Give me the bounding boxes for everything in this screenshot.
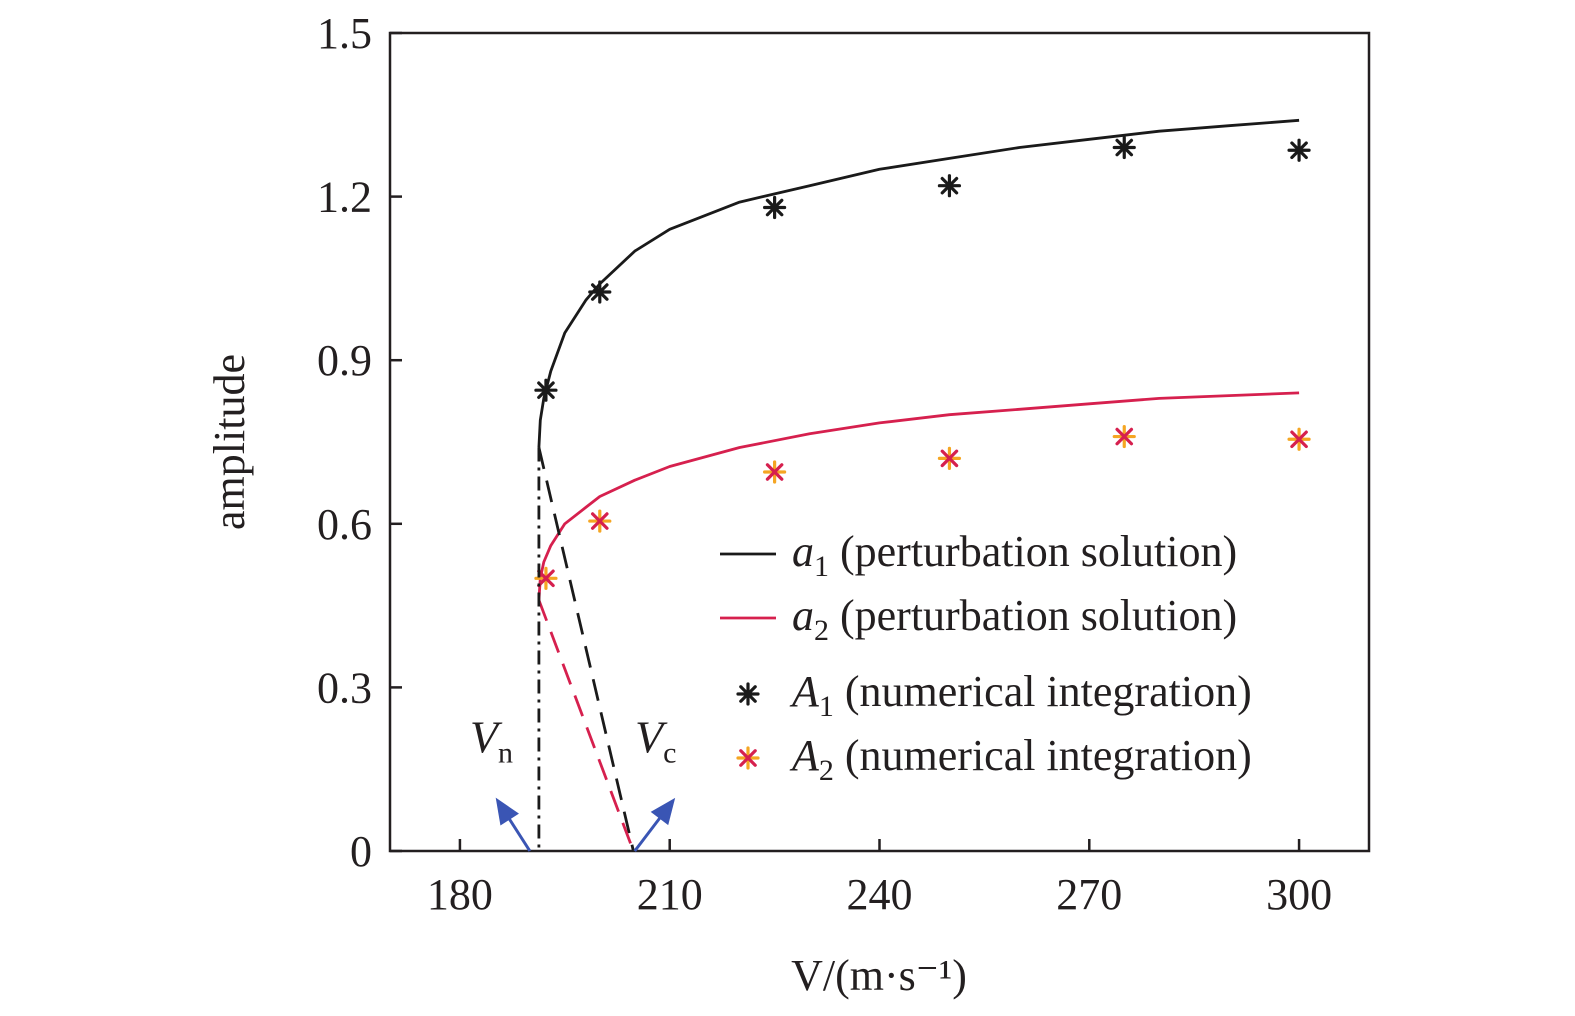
x-axis-title: V/(m·s⁻¹): [791, 951, 967, 1000]
x-tick-label: 300: [1266, 870, 1332, 919]
annotation-c: Vc: [633, 711, 676, 852]
unstable-branch-line: [537, 447, 635, 852]
data-point: [1112, 135, 1136, 160]
annotations: Vn Vc: [470, 711, 676, 852]
y-tick-label: 0: [350, 827, 372, 876]
data-point: [534, 566, 558, 590]
plot-area: [388, 31, 1371, 853]
data-point: [937, 174, 962, 198]
y-tick-label: 0.6: [317, 500, 372, 549]
data-point: [937, 446, 962, 470]
y-tick-label: 1.2: [317, 173, 372, 222]
legend-item: a1 (perturbation solution): [720, 527, 1237, 583]
data-point: [588, 509, 612, 533]
legend-swatch: [736, 746, 760, 770]
y-tick-label: 0.3: [317, 663, 372, 712]
data-point: [588, 280, 612, 304]
legend-item: a2 (perturbation solution): [720, 591, 1237, 647]
x-tick-label: 180: [427, 870, 493, 919]
data-point: [1287, 138, 1311, 162]
legend-swatch: [736, 682, 760, 706]
annotation-n: Vn: [470, 711, 532, 852]
annotation-label: Vn: [470, 711, 513, 769]
y-axis-title: amplitude: [205, 354, 254, 530]
legend-label: A1 (numerical integration): [789, 667, 1252, 723]
legend: a1 (perturbation solution) a2 (perturbati…: [720, 527, 1252, 787]
x-tick-label: 240: [847, 870, 913, 919]
legend-item: A2 (numerical integration): [736, 731, 1252, 787]
arrow-head: [495, 797, 519, 826]
series-line: [537, 118, 1300, 448]
x-tick-label: 210: [637, 870, 703, 919]
y-tick-label: 1.5: [317, 9, 372, 58]
data-point: [1287, 427, 1311, 451]
series-layer: [534, 118, 1311, 852]
data-point: [763, 460, 787, 484]
data-point: [534, 378, 558, 402]
x-axis: 180 210 240 270 300: [427, 839, 1332, 919]
legend-label: a1 (perturbation solution): [792, 527, 1237, 583]
series-line: [537, 391, 1300, 601]
x-tick-label: 270: [1056, 870, 1122, 919]
legend-item: A1 (numerical integration): [736, 667, 1252, 723]
y-axis: 0 0.3 0.6 0.9 1.2 1.5: [317, 9, 402, 876]
data-point: [1112, 424, 1136, 449]
legend-label: A2 (numerical integration): [789, 731, 1252, 787]
data-point: [763, 195, 787, 220]
y-tick-label: 0.9: [317, 336, 372, 385]
annotation-label: Vc: [635, 711, 676, 769]
unstable-branch-line: [537, 599, 635, 852]
legend-label: a2 (perturbation solution): [792, 591, 1237, 647]
arrow-head: [650, 797, 676, 826]
